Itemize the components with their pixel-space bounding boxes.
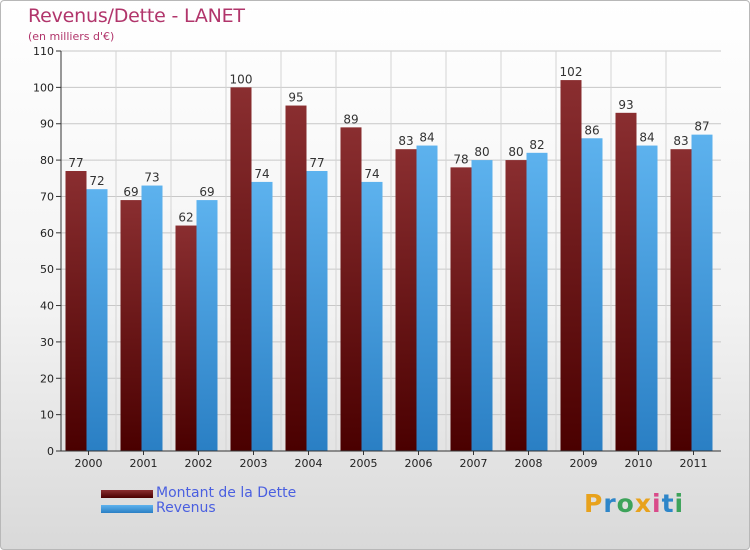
legend-label-debt: Montant de la Dette: [156, 485, 297, 501]
logo-letter: t: [661, 489, 675, 518]
bar-revenue: [196, 200, 218, 451]
data-label-debt: 102: [560, 65, 583, 79]
data-label-debt: 100: [230, 72, 253, 86]
data-label-debt: 62: [178, 211, 193, 225]
bar-debt: [450, 167, 472, 451]
data-label-revenue: 69: [199, 185, 214, 199]
data-label-debt: 78: [453, 152, 468, 166]
bar-revenue: [251, 181, 273, 451]
data-label-revenue: 84: [639, 131, 654, 145]
data-label-debt: 89: [343, 112, 358, 126]
logo-letter: r: [603, 489, 617, 518]
data-label-revenue: 84: [419, 131, 434, 145]
logo-letter: i: [652, 489, 662, 518]
bar-debt: [670, 149, 692, 451]
y-tick-label: 80: [40, 154, 54, 167]
bar-debt: [175, 225, 197, 451]
legend-label-revenue: Revenus: [156, 500, 216, 516]
data-label-debt: 77: [68, 156, 83, 170]
legend-swatch-debt: [101, 490, 153, 498]
bar-revenue: [526, 152, 548, 451]
data-label-revenue: 86: [584, 123, 599, 137]
data-label-revenue: 80: [474, 145, 489, 159]
x-tick-label: 2001: [130, 457, 158, 470]
data-label-debt: 80: [508, 145, 523, 159]
y-tick-label: 110: [33, 45, 54, 58]
axes: 0 10 20 30 40 50 60 70 80 90 100 110 2000 2001 2002 200…: [33, 45, 721, 470]
x-tick-label: 2007: [460, 457, 488, 470]
bar-debt: [560, 80, 582, 451]
bar-debt: [505, 160, 527, 451]
y-tick-label: 40: [40, 300, 54, 313]
x-tick-label: 2002: [185, 457, 213, 470]
bar-revenue: [636, 145, 658, 451]
bar-debt: [340, 127, 362, 451]
y-tick-label: 0: [47, 445, 54, 458]
data-label-debt: 69: [123, 185, 138, 199]
x-tick-label: 2006: [405, 457, 433, 470]
data-label-revenue: 87: [694, 120, 709, 134]
x-tick-label: 2010: [625, 457, 653, 470]
chart-subtitle: (en milliers d'€): [28, 30, 115, 43]
bar-revenue: [471, 160, 493, 451]
legend-swatch-revenue: [101, 505, 153, 513]
x-tick-label: 2004: [295, 457, 323, 470]
y-tick-label: 60: [40, 227, 54, 240]
bar-debt: [285, 105, 307, 451]
logo-letter: o: [616, 489, 635, 518]
x-tick-label: 2011: [680, 457, 708, 470]
data-label-revenue: 73: [144, 171, 159, 185]
logo-letter: i: [674, 489, 685, 518]
y-tick-label: 10: [40, 409, 54, 422]
value-labels: 77 72 69 73 62 69 100 74 95 77 89 74 83 84 78 80 80 82 102…: [68, 65, 709, 224]
x-tick-label: 2003: [240, 457, 268, 470]
data-label-debt: 83: [398, 134, 413, 148]
grid-lines: [61, 50, 721, 451]
bar-revenue: [306, 171, 328, 451]
bar-debt: [615, 112, 637, 452]
bar-debt: [395, 149, 417, 451]
bar-debt: [230, 87, 252, 451]
chart-title: Revenus/Dette - LANET: [28, 5, 245, 27]
x-tick-label: 2008: [515, 457, 543, 470]
bar-revenue: [691, 134, 713, 452]
bar-revenue: [141, 185, 163, 451]
data-label-debt: 95: [288, 91, 303, 105]
bars: [65, 80, 713, 452]
data-label-debt: 93: [618, 98, 633, 112]
data-label-revenue: 74: [364, 167, 379, 181]
data-label-revenue: 77: [309, 156, 324, 170]
y-tick-label: 70: [40, 190, 54, 203]
proxiti-logo: Proxiti: [584, 489, 684, 518]
y-tick-label: 100: [33, 81, 54, 94]
y-tick-label: 50: [40, 263, 54, 276]
logo-letter: P: [584, 489, 604, 518]
bar-debt: [65, 171, 87, 451]
data-label-revenue: 82: [529, 138, 544, 152]
y-tick-label: 30: [40, 336, 54, 349]
x-tick-label: 2000: [75, 457, 103, 470]
x-tick-label: 2009: [570, 457, 598, 470]
bar-revenue: [361, 181, 383, 451]
logo-letter: x: [634, 489, 652, 518]
bar-revenue: [86, 189, 108, 451]
data-label-revenue: 72: [89, 174, 104, 188]
y-tick-label: 90: [40, 118, 54, 131]
x-tick-label: 2005: [350, 457, 378, 470]
bar-debt: [120, 200, 142, 451]
bar-revenue: [416, 145, 438, 451]
bar-revenue: [581, 138, 603, 452]
y-tick-label: 20: [40, 372, 54, 385]
data-label-debt: 83: [673, 134, 688, 148]
data-label-revenue: 74: [254, 167, 269, 181]
